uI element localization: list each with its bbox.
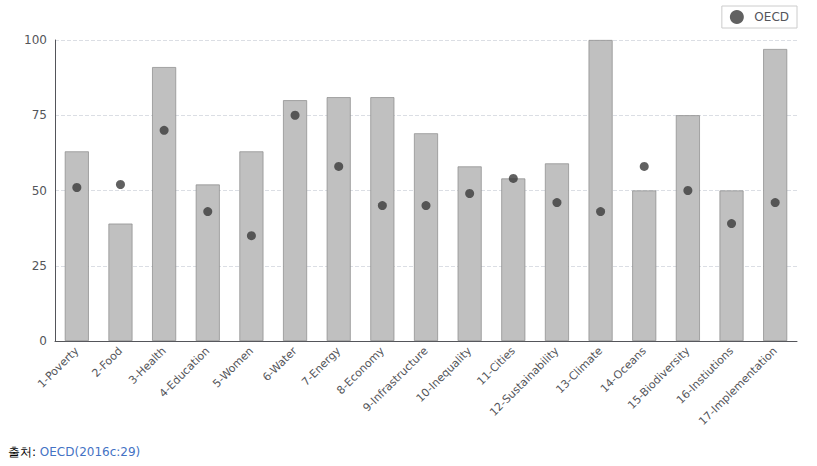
svg-text:13-Climate: 13-Climate bbox=[553, 344, 605, 396]
svg-text:출처:: 출처: bbox=[8, 445, 40, 459]
svg-text:6-Water: 6-Water bbox=[260, 344, 300, 384]
svg-text:0: 0 bbox=[39, 334, 47, 348]
svg-text:5-Women: 5-Women bbox=[210, 344, 256, 390]
svg-text:8-Economy: 8-Economy bbox=[334, 344, 387, 398]
svg-text:16-Instiutions: 16-Instiutions bbox=[673, 344, 737, 407]
svg-text:2-Food: 2-Food bbox=[90, 344, 126, 380]
svg-text:14-Oceans: 14-Oceans bbox=[597, 344, 649, 396]
svg-text:15-Biodiversity: 15-Biodiversity bbox=[625, 344, 693, 412]
svg-text:50: 50 bbox=[32, 184, 47, 198]
svg-text:3-Health: 3-Health bbox=[126, 344, 168, 386]
svg-text:17-Implementation: 17-Implementation bbox=[696, 344, 780, 428]
svg-text:11-Cities: 11-Cities bbox=[474, 344, 518, 388]
svg-text:OECD: OECD bbox=[754, 10, 789, 24]
svg-text:25: 25 bbox=[32, 259, 47, 273]
svg-text:100: 100 bbox=[24, 33, 47, 47]
svg-text:OECD(2016c:29): OECD(2016c:29) bbox=[40, 445, 140, 459]
svg-text:1-Poverty: 1-Poverty bbox=[35, 344, 82, 391]
svg-text:4-Education: 4-Education bbox=[157, 344, 213, 400]
svg-text:75: 75 bbox=[32, 108, 47, 122]
svg-text:9-Infrastructure: 9-Infrastructure bbox=[361, 344, 431, 414]
svg-text:12-Sustainability: 12-Sustainability bbox=[487, 344, 562, 419]
svg-text:10-Inequality: 10-Inequality bbox=[414, 344, 475, 405]
svg-text:7-Energy: 7-Energy bbox=[299, 344, 343, 388]
